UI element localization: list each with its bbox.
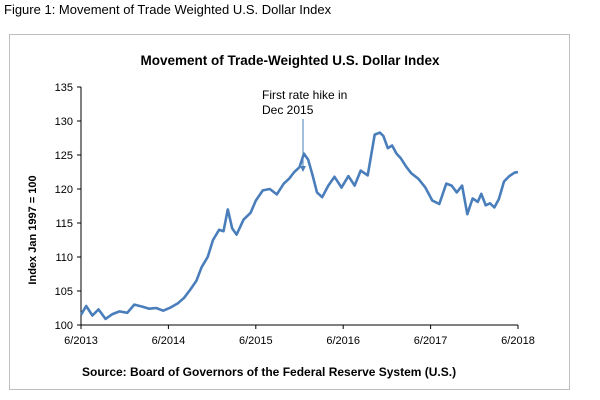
y-tick-label: 100	[55, 320, 73, 332]
figure-caption: Figure 1: Movement of Trade Weighted U.S…	[4, 2, 332, 17]
y-tick-label: 115	[55, 218, 73, 230]
x-tick-label: 6/2015	[239, 335, 273, 347]
annotation-arrow-head	[299, 166, 306, 172]
chart-title: Movement of Trade-Weighted U.S. Dollar I…	[140, 53, 440, 68]
y-tick-label: 110	[55, 252, 73, 264]
y-axis-label: Index Jan 1997 = 100	[27, 175, 39, 284]
annotation-line-2: Dec 2015	[262, 103, 314, 117]
x-tick-label: 6/2013	[64, 335, 98, 347]
y-tick-group: 100 105 110 115 120 125 130 135	[55, 82, 81, 332]
y-tick-label: 120	[55, 184, 73, 196]
chart-frame: Movement of Trade-Weighted U.S. Dollar I…	[9, 34, 570, 390]
x-tick-label: 6/2016	[326, 335, 360, 347]
annotation-line-1: First rate hike in	[262, 88, 347, 102]
x-tick-label: 6/2014	[152, 335, 186, 347]
series-line	[79, 131, 519, 321]
x-tick-label: 6/2018	[501, 335, 535, 347]
x-tick-group: 6/2013 6/2014 6/2015 6/2016 6/2017 6/2018	[64, 325, 535, 347]
x-tick-label: 6/2017	[414, 335, 448, 347]
chart-svg: Movement of Trade-Weighted U.S. Dollar I…	[27, 53, 535, 379]
source-note: Source: Board of Governors of the Federa…	[82, 365, 456, 379]
y-tick-label: 125	[55, 150, 73, 162]
y-tick-label: 130	[55, 116, 73, 128]
y-tick-label: 135	[55, 82, 73, 94]
y-tick-label: 105	[55, 286, 73, 298]
